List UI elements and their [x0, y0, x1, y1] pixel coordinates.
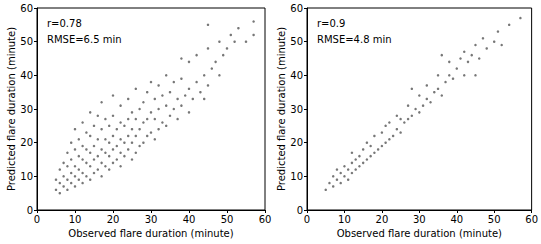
svg-text:10: 10 [290, 171, 303, 182]
svg-text:60: 60 [290, 3, 303, 14]
svg-text:Observed flare duration (minut: Observed flare duration (minute) [337, 228, 502, 239]
svg-text:60: 60 [525, 214, 538, 225]
svg-text:0: 0 [34, 214, 40, 225]
svg-text:50: 50 [221, 214, 234, 225]
svg-text:10: 10 [20, 171, 33, 182]
svg-text:10: 10 [69, 214, 82, 225]
svg-text:10: 10 [338, 214, 351, 225]
svg-text:r=0.78: r=0.78 [47, 18, 82, 29]
svg-text:30: 30 [20, 104, 33, 115]
svg-text:60: 60 [259, 214, 272, 225]
svg-text:40: 40 [450, 214, 463, 225]
svg-text:Observed flare duration (minut: Observed flare duration (minute) [68, 228, 233, 239]
svg-text:60: 60 [20, 3, 33, 14]
svg-text:0: 0 [304, 214, 310, 225]
svg-text:RMSE=4.8 min: RMSE=4.8 min [317, 34, 392, 45]
svg-text:r=0.9: r=0.9 [317, 18, 345, 29]
svg-text:Predicted flare duration (minu: Predicted flare duration (minute) [276, 27, 287, 191]
svg-text:20: 20 [290, 137, 303, 148]
svg-text:20: 20 [107, 214, 120, 225]
svg-text:40: 40 [20, 70, 33, 81]
svg-text:20: 20 [20, 137, 33, 148]
svg-text:Predicted flare duration (minu: Predicted flare duration (minute) [6, 27, 17, 191]
svg-text:40: 40 [183, 214, 196, 225]
svg-text:0: 0 [27, 205, 33, 216]
svg-text:50: 50 [488, 214, 501, 225]
svg-text:50: 50 [20, 36, 33, 47]
svg-text:30: 30 [290, 104, 303, 115]
svg-text:0: 0 [297, 205, 303, 216]
svg-text:50: 50 [290, 36, 303, 47]
svg-text:20: 20 [376, 214, 389, 225]
svg-text:RMSE=6.5 min: RMSE=6.5 min [47, 34, 122, 45]
svg-text:40: 40 [290, 70, 303, 81]
svg-text:30: 30 [145, 214, 158, 225]
svg-text:30: 30 [413, 214, 426, 225]
